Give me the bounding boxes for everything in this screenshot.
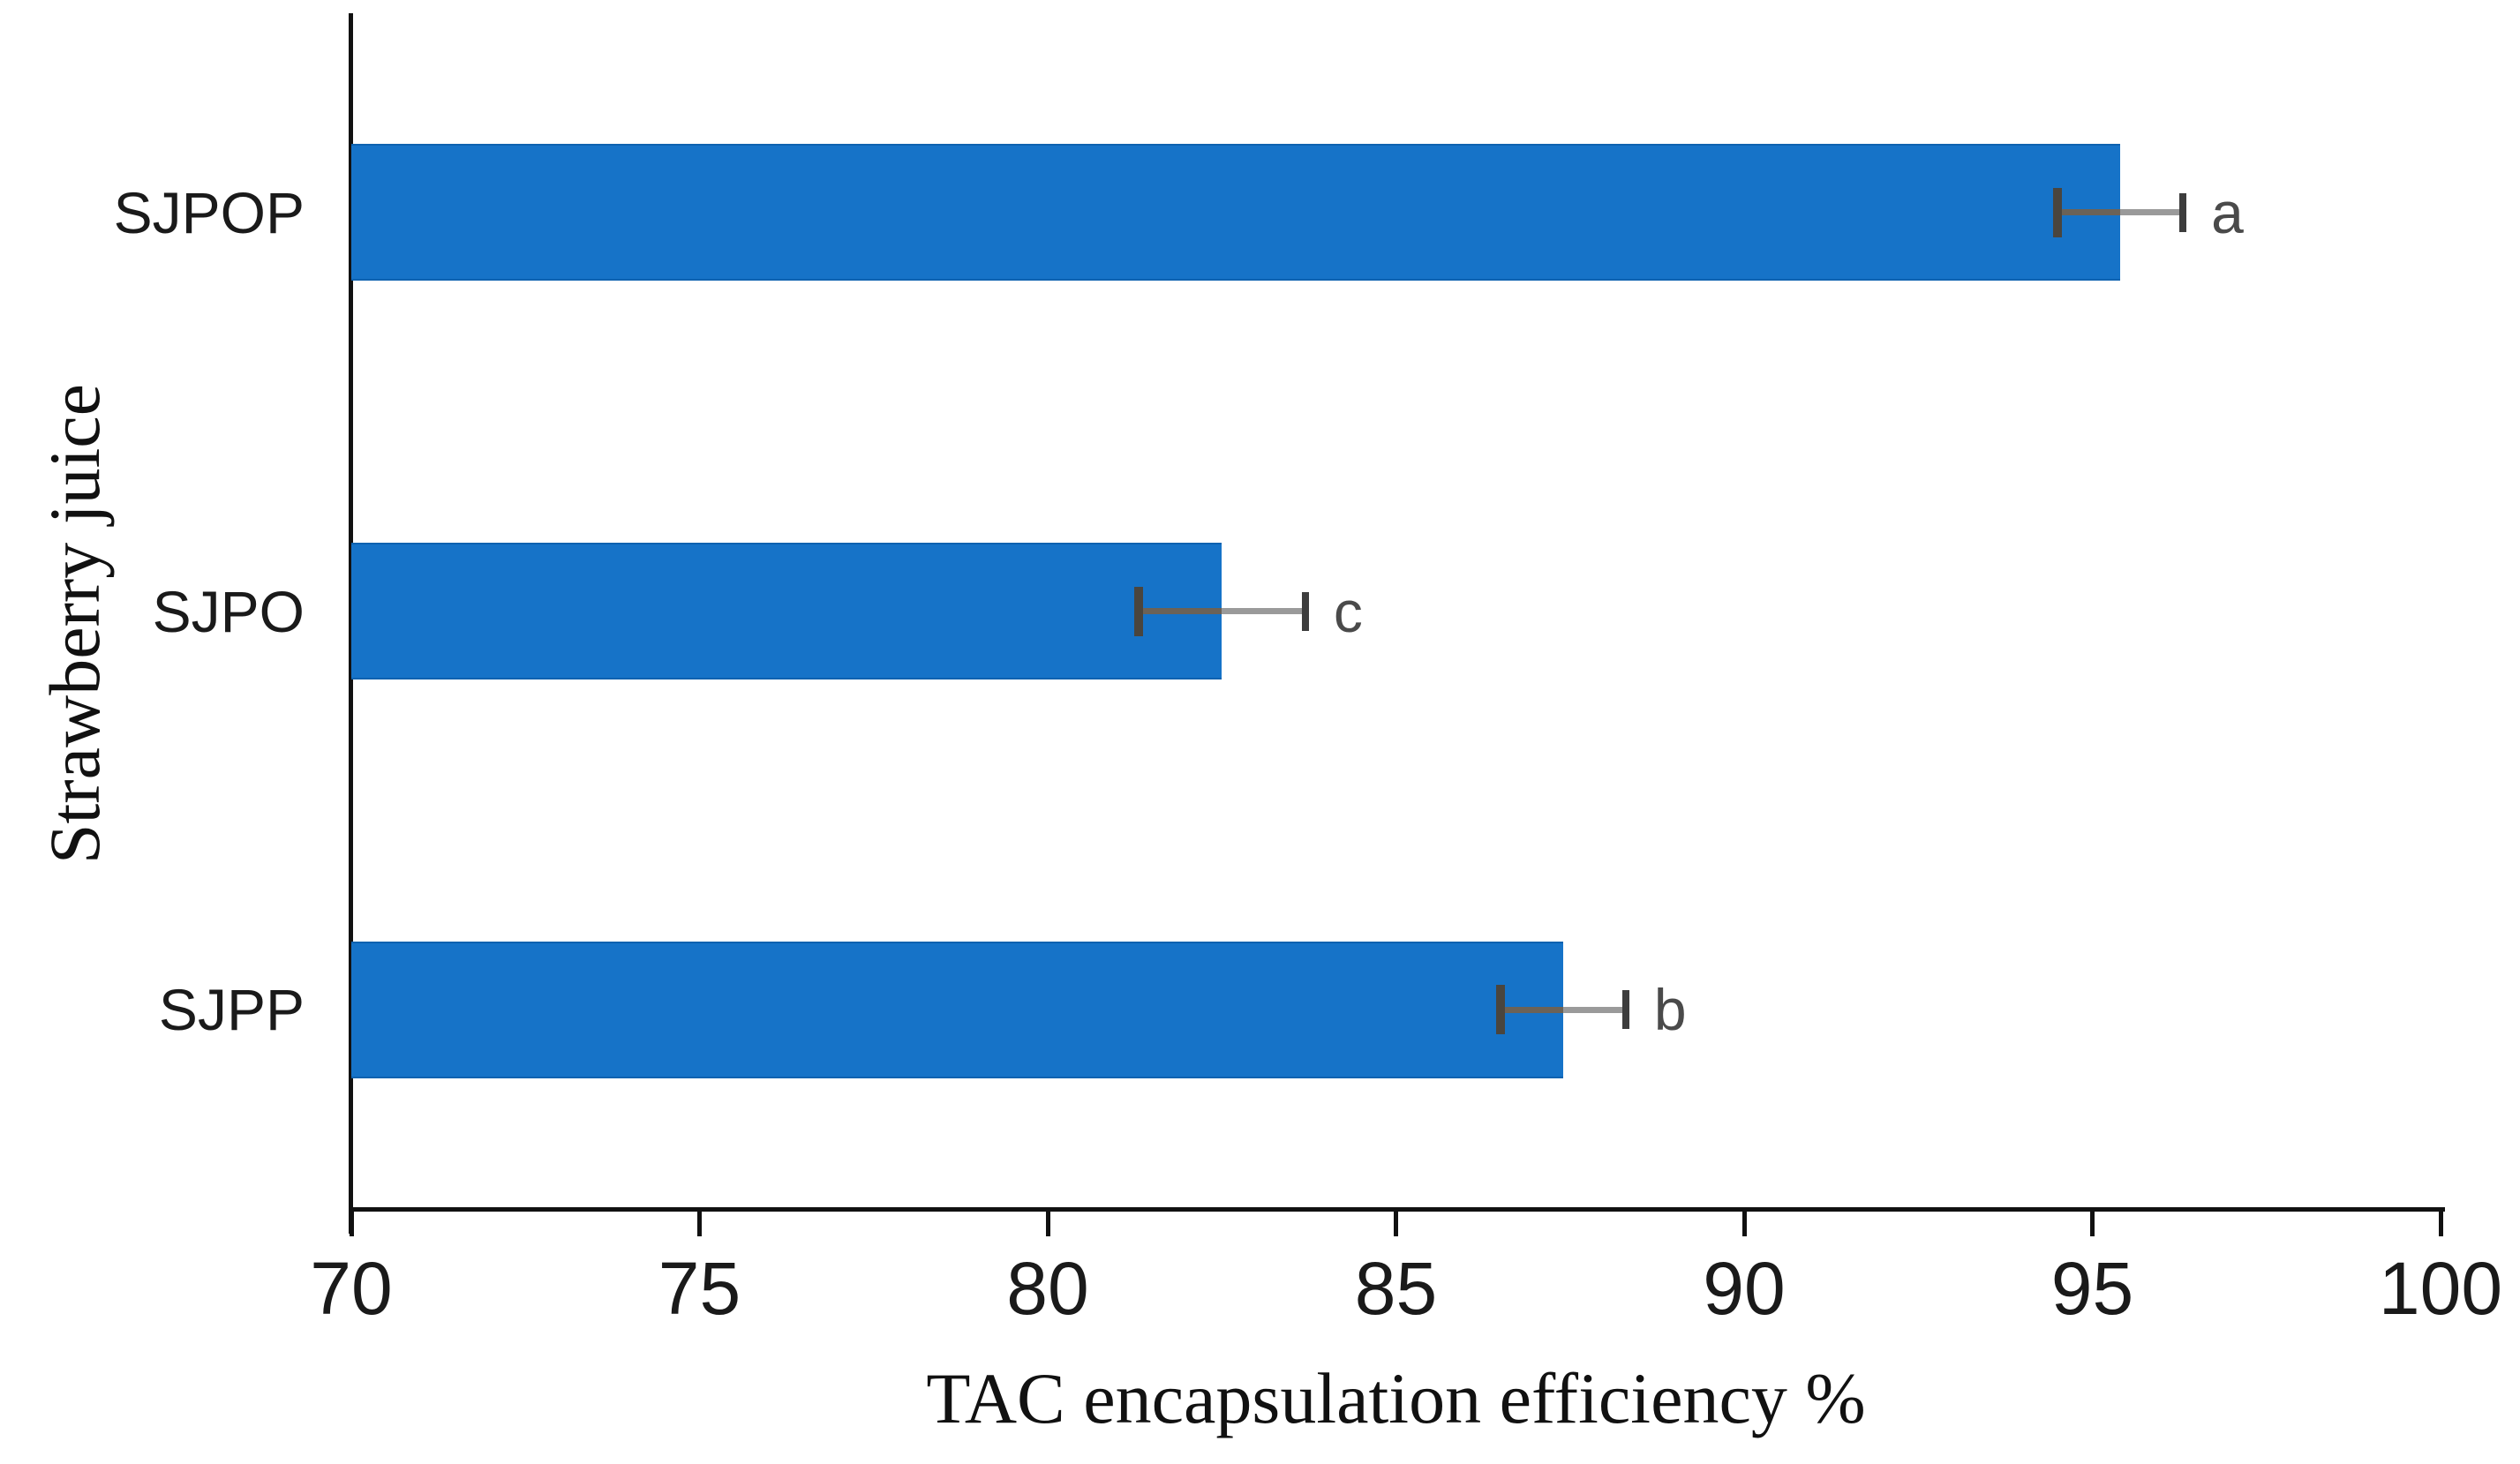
- x-tick-label: 80: [1006, 1247, 1089, 1330]
- x-axis-line: [349, 1207, 2445, 1212]
- y-axis-line: [349, 13, 353, 1234]
- error-bar-cap-right: [1301, 591, 1309, 631]
- x-axis-tick: [2438, 1212, 2443, 1236]
- category-label: SJPP: [158, 977, 305, 1043]
- error-bar-cap-left: [1133, 586, 1143, 636]
- error-bar-cap-right: [2179, 192, 2187, 232]
- x-tick-label: 100: [2378, 1247, 2503, 1330]
- error-bar-line-outer: [1222, 608, 1305, 614]
- x-axis-tick: [349, 1212, 354, 1236]
- category-label: SJPO: [152, 578, 305, 644]
- bar: [351, 941, 1563, 1078]
- error-bar-line-outer: [1562, 1006, 1626, 1013]
- x-axis-tick: [2090, 1212, 2095, 1236]
- x-axis-title: TAC encapsulation efficiency %: [926, 1358, 1866, 1438]
- error-bar-cap-left: [2053, 187, 2063, 237]
- x-tick-label: 75: [658, 1247, 741, 1330]
- error-bar-line-inner: [1138, 608, 1222, 614]
- category-label: SJPOP: [113, 179, 305, 245]
- x-axis-tick: [1394, 1212, 1398, 1236]
- significance-letter: b: [1653, 977, 1687, 1043]
- error-bar-line-inner: [1500, 1006, 1563, 1013]
- x-tick-label: 85: [1354, 1247, 1438, 1330]
- y-axis-title: Strawberry juice: [34, 383, 115, 865]
- x-tick-label: 70: [310, 1247, 393, 1330]
- significance-letter: a: [2211, 179, 2244, 245]
- bar: [351, 543, 1222, 679]
- x-axis-tick: [1741, 1212, 1747, 1236]
- error-bar-cap-left: [1495, 985, 1505, 1035]
- error-bar-line-outer: [2120, 209, 2184, 216]
- error-bar-cap-right: [1621, 990, 1629, 1030]
- error-bar-line-inner: [2057, 209, 2121, 216]
- x-tick-label: 90: [1703, 1247, 1786, 1330]
- bar: [351, 144, 2121, 282]
- x-axis-tick: [1045, 1212, 1050, 1236]
- x-tick-label: 95: [2050, 1247, 2134, 1330]
- significance-letter: c: [1333, 578, 1363, 644]
- x-axis-tick: [697, 1212, 702, 1236]
